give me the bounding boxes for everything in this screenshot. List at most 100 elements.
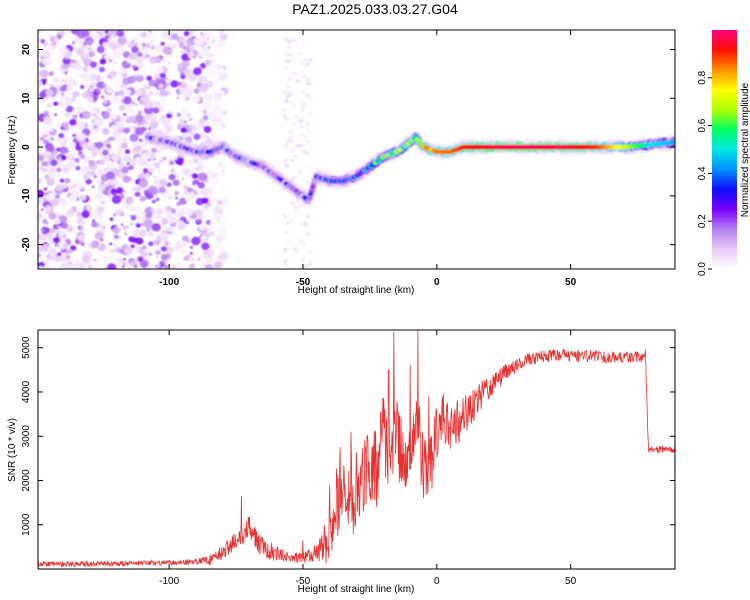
heatmap-cell xyxy=(133,229,140,235)
heatmap-cell xyxy=(58,263,67,269)
heatmap-cell xyxy=(150,208,154,212)
heatmap-cell xyxy=(150,40,154,43)
heatmap-cell xyxy=(70,191,79,199)
heatmap-cell xyxy=(165,205,172,212)
y-tick-label: 5000 xyxy=(21,336,32,359)
heatmap-cell xyxy=(162,46,173,56)
heatmap-cell xyxy=(61,79,66,84)
heatmap-cell xyxy=(146,228,150,232)
heatmap-cell xyxy=(196,257,201,261)
y-tick-label: 2000 xyxy=(21,469,32,492)
heatmap-cell xyxy=(203,126,212,134)
heatmap-cell xyxy=(200,235,208,242)
heatmap-cell xyxy=(72,90,80,98)
heatmap-cell xyxy=(174,30,183,35)
heatmap-cell xyxy=(120,223,124,226)
heatmap-cell xyxy=(296,204,301,208)
heatmap-cell xyxy=(200,34,205,38)
heatmap-cell xyxy=(148,231,154,237)
heatmap-cell xyxy=(170,43,177,50)
heatmap-cell xyxy=(302,104,307,108)
heatmap-cell xyxy=(65,262,73,269)
heatmap-cell xyxy=(56,214,60,217)
heatmap-cell xyxy=(285,147,290,152)
heatmap-cell xyxy=(86,96,94,103)
heatmap-cell xyxy=(181,60,190,68)
heatmap-cell xyxy=(122,154,132,163)
heatmap-cell xyxy=(134,156,142,163)
heatmap-cell xyxy=(110,188,117,194)
heatmap-cell xyxy=(192,30,198,33)
heatmap-cell xyxy=(93,175,98,179)
heatmap-cell xyxy=(45,89,54,98)
heatmap-cell xyxy=(159,89,167,97)
heatmap-cell xyxy=(41,167,48,173)
heatmap-cell xyxy=(216,41,224,48)
heatmap-cell xyxy=(130,214,137,221)
heatmap-cell xyxy=(199,217,203,220)
heatmap-cell xyxy=(76,217,83,224)
heatmap-cell xyxy=(91,185,95,189)
heatmap-cell xyxy=(55,257,60,262)
heatmap-cell xyxy=(285,117,290,121)
heatmap-cell xyxy=(299,118,304,122)
heatmap-cell xyxy=(102,149,109,156)
heatmap-cell xyxy=(81,144,88,150)
snr-series-line xyxy=(38,330,675,569)
heatmap-cell xyxy=(162,120,171,128)
heatmap-cell xyxy=(58,133,65,139)
heatmap-cell xyxy=(87,104,91,108)
heatmap-cell xyxy=(148,79,156,87)
heatmap-cell xyxy=(296,50,301,54)
heatmap-cell xyxy=(214,206,223,214)
heatmap-cell xyxy=(96,45,105,54)
heatmap-cell xyxy=(72,81,79,87)
heatmap-cell xyxy=(154,39,158,43)
heatmap-cell xyxy=(185,37,196,47)
heatmap-cell xyxy=(43,116,53,126)
heatmap-cell xyxy=(305,152,310,156)
heatmap-cell xyxy=(288,130,293,134)
heatmap-cell xyxy=(91,108,97,114)
heatmap-cell xyxy=(118,120,124,125)
heatmap-cell xyxy=(101,111,111,120)
heatmap-cell xyxy=(289,101,294,105)
y-tick-label: 10 xyxy=(21,92,32,104)
heatmap-panel xyxy=(38,30,675,269)
heatmap-cell xyxy=(131,46,139,53)
heatmap-cell xyxy=(189,245,194,250)
heatmap-cell xyxy=(48,33,52,37)
heatmap-cell xyxy=(160,41,165,46)
heatmap-cell xyxy=(83,240,88,244)
heatmap-cell xyxy=(197,107,203,113)
heatmap-cell xyxy=(308,259,313,263)
heatmap-cell xyxy=(122,261,126,265)
heatmap-cell xyxy=(164,171,167,175)
heatmap-cell xyxy=(40,229,45,233)
heatmap-cell xyxy=(117,257,123,263)
heatmap-cell xyxy=(39,60,44,64)
heatmap-cell xyxy=(191,236,201,246)
heatmap-cell xyxy=(187,132,193,137)
y-tick-label: -20 xyxy=(21,237,32,252)
heatmap-cell xyxy=(192,179,200,187)
heatmap-cell xyxy=(91,221,98,228)
colorbar-tick-label: 0.6 xyxy=(697,118,708,132)
heatmap-cell xyxy=(56,147,61,152)
heatmap-cell xyxy=(217,185,227,194)
heatmap-cell xyxy=(302,150,307,154)
heatmap-cell xyxy=(176,81,182,87)
heatmap-cell xyxy=(131,187,137,192)
heatmap-cell xyxy=(67,160,78,170)
heatmap-cell xyxy=(206,191,211,196)
heatmap-cell xyxy=(156,266,159,269)
heatmap-cell xyxy=(169,111,173,115)
heatmap-cell xyxy=(133,145,142,153)
heatmap-cell xyxy=(172,179,180,186)
heatmap-cell xyxy=(294,143,299,147)
heatmap-cell xyxy=(290,202,295,206)
heatmap-cell xyxy=(287,77,292,81)
heatmap-cell xyxy=(217,122,224,128)
heatmap-cell xyxy=(150,117,156,123)
heatmap-cell xyxy=(55,183,64,192)
